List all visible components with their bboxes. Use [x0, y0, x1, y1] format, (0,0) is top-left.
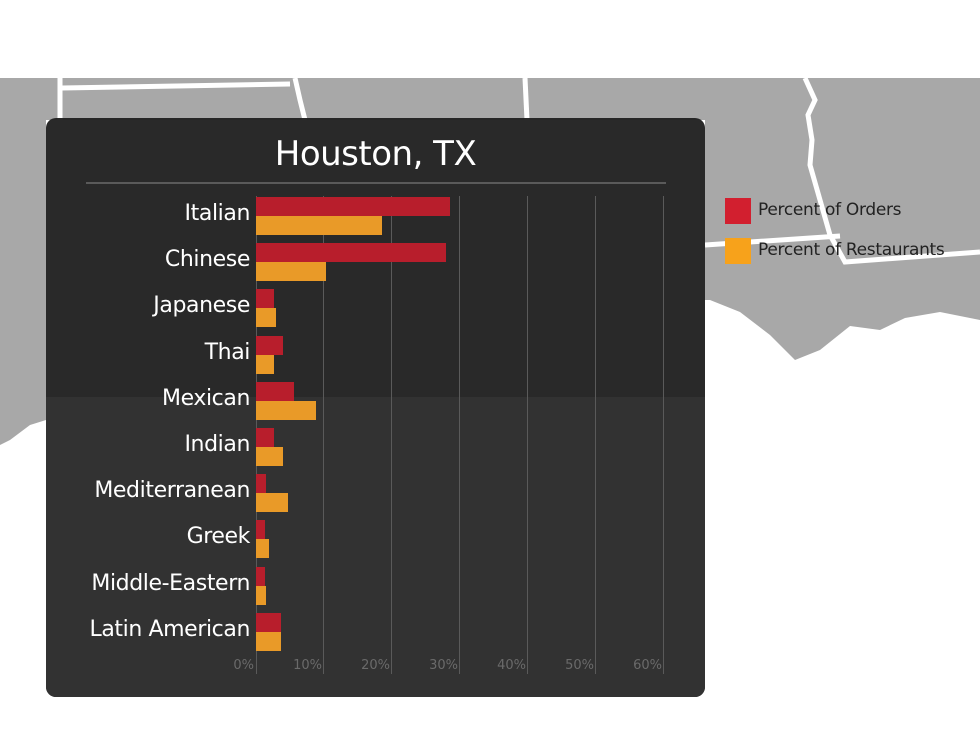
bar-restaurants [256, 585, 266, 605]
bar-restaurants [256, 447, 283, 466]
bar-restaurants [256, 400, 316, 420]
category-label: Latin American [89, 616, 250, 642]
gridline-60 [663, 196, 664, 674]
x-tick: 20% [361, 658, 390, 673]
x-tick: 40% [497, 658, 526, 673]
category-label: Indian [184, 432, 250, 457]
bar-plot-area: 0% 10% 20% 30% 40% 50% 60% Italian Chines… [46, 118, 705, 697]
bar-orders [256, 612, 281, 632]
bar-orders [256, 566, 265, 586]
gridline-50 [595, 196, 596, 674]
bar-orders [256, 381, 294, 401]
bar-orders [256, 474, 266, 494]
gridline-30 [459, 196, 460, 674]
category-label: Mediterranean [94, 478, 250, 504]
category-label: Greek [186, 524, 251, 550]
bar-orders [256, 335, 283, 355]
x-tick: 0% [233, 658, 254, 673]
bar-restaurants [256, 308, 276, 328]
map-land [0, 78, 980, 445]
bar-restaurants [256, 354, 274, 374]
title-divider [86, 182, 666, 184]
legend-swatch-restaurants [725, 238, 751, 264]
bar-orders [256, 428, 274, 447]
category-label: Japanese [153, 293, 250, 319]
gridline-40 [527, 196, 528, 674]
bar-restaurants [256, 631, 281, 651]
chart-title: Houston, TX [274, 134, 477, 174]
bar-orders [256, 520, 265, 540]
bar-restaurants [256, 493, 288, 513]
legend-label-orders: Percent of Orders [758, 200, 902, 220]
x-tick: 10% [293, 658, 322, 673]
bar-restaurants [256, 216, 382, 235]
legend-label-restaurants: Percent of Restaurants [758, 240, 945, 260]
category-label: Italian [184, 201, 251, 226]
category-label: Middle-Eastern [91, 570, 250, 596]
x-tick: 60% [633, 658, 662, 673]
x-tick: 30% [429, 658, 458, 673]
legend-swatch-orders [725, 198, 751, 224]
category-label: Thai [204, 339, 251, 365]
gridline-10 [323, 196, 324, 674]
category-label: Mexican [162, 385, 250, 411]
gridline-20 [391, 196, 392, 674]
bar-orders [256, 197, 450, 216]
bar-restaurants [256, 539, 269, 559]
x-tick: 50% [565, 658, 594, 673]
bar-restaurants [256, 262, 326, 282]
chart-panel: Houston, TX 0% 10% 20% 30% 40% 50% 60% I… [46, 118, 705, 697]
category-label: Chinese [164, 247, 250, 273]
bar-orders [256, 243, 446, 263]
bar-orders [256, 289, 274, 309]
